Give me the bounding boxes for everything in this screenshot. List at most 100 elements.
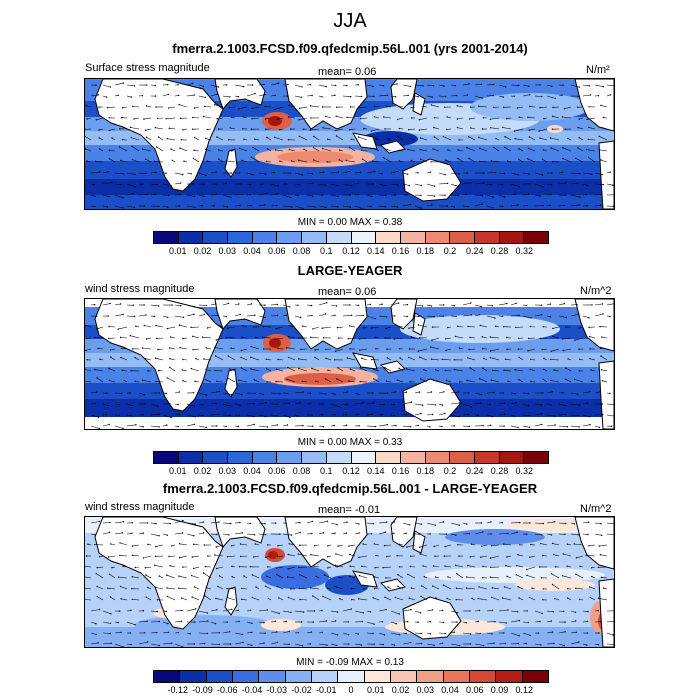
wind-vector-head: [371, 413, 374, 415]
wind-vector-arrow: [601, 369, 608, 372]
wind-vector-arrow: [522, 193, 529, 196]
wind-vector-arrow: [474, 392, 482, 395]
wind-vector-head: [349, 129, 351, 131]
wind-vector-arrow: [222, 522, 231, 524]
wind-vector-head: [130, 643, 132, 646]
wind-vector-head: [359, 380, 361, 383]
wind-vector-arrow: [462, 632, 471, 635]
wind-vector-arrow: [251, 117, 260, 120]
wind-vector-arrow: [540, 106, 548, 108]
wind-vector-head: [264, 585, 267, 587]
wind-vector-arrow: [374, 116, 380, 119]
wind-vector-head: [146, 620, 148, 622]
wind-vector-arrow: [186, 533, 194, 537]
wind-vector-head: [480, 305, 482, 308]
wind-vector-head: [299, 522, 301, 524]
wind-vector-head: [441, 642, 444, 644]
wind-vector-head: [288, 630, 290, 633]
wind-vector-head: [418, 391, 421, 393]
wind-vector-head: [106, 107, 108, 109]
wind-vector-head: [550, 404, 552, 406]
wind-vector-arrow: [514, 128, 524, 132]
wind-vector-arrow: [109, 574, 116, 579]
wind-vector-arrow: [145, 158, 152, 163]
wind-vector-arrow: [270, 95, 276, 97]
wind-vector-head: [203, 358, 205, 360]
colorbar-tick-label: 0.12: [342, 246, 360, 256]
wind-vector-head: [527, 392, 529, 395]
wind-vector-arrow: [553, 369, 560, 372]
wind-vector-head: [250, 368, 252, 370]
wind-vector-arrow: [102, 84, 111, 88]
wind-vector-head: [503, 402, 506, 404]
wind-vector-head: [408, 356, 410, 359]
wind-vector-head: [334, 314, 336, 316]
wind-vector-arrow: [349, 554, 356, 557]
wind-vector-head: [178, 391, 180, 393]
wind-vector-arrow: [167, 596, 176, 601]
wind-vector-arrow: [462, 182, 471, 185]
panel-3-colorbar: [153, 670, 549, 683]
wind-vector-arrow: [90, 94, 99, 97]
wind-vector-arrow: [491, 379, 500, 383]
wind-vector-arrow: [431, 358, 440, 361]
wind-vector-arrow: [570, 641, 579, 645]
wind-vector-head: [453, 359, 455, 361]
wind-vector-head: [577, 106, 579, 108]
wind-vector-head: [410, 555, 412, 557]
wind-vector-head: [242, 641, 244, 644]
wind-vector-head: [506, 348, 508, 350]
wind-vector-head: [231, 150, 233, 152]
wind-vector-arrow: [174, 610, 182, 612]
wind-vector-arrow: [162, 315, 168, 318]
colorbar-box: [302, 452, 327, 463]
colorbar-box: [469, 671, 497, 682]
wind-vector-head: [590, 567, 593, 569]
wind-vector-head: [109, 86, 111, 88]
colorbar-box: [277, 232, 303, 243]
wind-vector-arrow: [150, 643, 160, 646]
wind-vector-head: [217, 158, 220, 160]
wind-vector-head: [575, 620, 577, 622]
wind-vector-head: [542, 522, 544, 525]
wind-vector-arrow: [162, 414, 172, 418]
wind-vector-head: [398, 149, 400, 152]
wind-vector-head: [336, 184, 338, 187]
wind-vector-arrow: [282, 403, 290, 405]
wind-vector-arrow: [419, 544, 428, 548]
panel-1-minmax: MIN = 0.00 MAX = 0.38: [297, 217, 403, 228]
wind-vector-arrow: [210, 609, 217, 612]
wind-vector-head: [192, 543, 195, 545]
wind-vector-head: [120, 392, 123, 395]
wind-vector-arrow: [146, 337, 152, 340]
wind-vector-head: [491, 369, 494, 372]
wind-vector-head: [193, 195, 196, 198]
wind-vector-head: [238, 303, 240, 305]
wind-vector-head: [228, 631, 231, 633]
wind-vector-head: [250, 204, 252, 207]
wind-vector-arrow: [241, 599, 248, 601]
wind-vector-head: [465, 193, 468, 195]
wind-vector-arrow: [204, 595, 212, 601]
wind-vector-head: [433, 195, 436, 197]
wind-vector-arrow: [102, 303, 111, 306]
panel-2-variable-label: wind stress magnitude: [85, 283, 195, 295]
wind-vector-head: [276, 314, 279, 317]
wind-vector-head: [206, 327, 209, 329]
wind-vector-head: [158, 620, 160, 623]
wind-vector-head: [87, 543, 89, 545]
wind-vector-head: [203, 195, 205, 198]
wind-vector-head: [373, 368, 375, 371]
panel-3-asia-landmass: [284, 517, 368, 568]
wind-vector-arrow: [492, 370, 500, 372]
wind-vector-arrow: [414, 391, 420, 394]
wind-vector-head: [334, 414, 336, 416]
colorbar-tick-label: 0.14: [366, 466, 385, 476]
wind-vector-arrow: [266, 358, 272, 361]
wind-vector-head: [193, 586, 196, 588]
wind-vector-head: [311, 314, 313, 317]
wind-vector-arrow: [193, 543, 200, 546]
wind-vector-arrow: [218, 149, 224, 152]
wind-vector-arrow: [450, 391, 459, 394]
wind-vector-head: [346, 403, 348, 405]
